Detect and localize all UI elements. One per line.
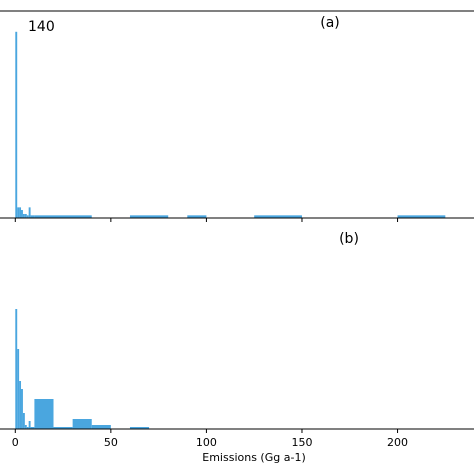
histogram-bar-a-7: [28, 207, 31, 218]
histogram-bar-b-9: [34, 399, 54, 429]
histogram-bar-b-11: [72, 419, 92, 429]
histogram-bar-b-12: [91, 425, 111, 429]
x-tick-label-b-3: 150: [291, 436, 312, 449]
histogram-bar-b-8: [30, 427, 35, 429]
histogram-bar-b-10: [53, 427, 73, 429]
x-ticks-b: 0 50 100 150 200: [12, 429, 408, 449]
histogram-bar-a-13: [397, 215, 446, 218]
histogram-bar-a-12: [254, 215, 302, 218]
x-tick-label-b-2: 100: [196, 436, 217, 449]
histogram-bar-b-4: [22, 413, 25, 429]
histogram-panel-b: 0 50 100 150 200 (b) Emissions (Gg a-1): [0, 231, 474, 464]
histogram-bar-a-8: [30, 215, 35, 218]
histogram-bar-a-9: [34, 215, 92, 218]
histogram-bar-b-3: [21, 389, 23, 429]
peak-annotation-a: 140: [28, 19, 55, 35]
histogram-bar-b-6: [26, 427, 29, 429]
histogram-bar-b-0: [15, 309, 18, 429]
x-tick-label-b-0: 0: [12, 436, 19, 449]
x-tick-label-b-1: 50: [104, 436, 118, 449]
panel-label-a: (a): [320, 15, 340, 31]
histogram-bar-a-10: [129, 215, 169, 218]
histogram-bar-b-13: [129, 427, 150, 429]
x-ticks-a: [14, 218, 399, 222]
histogram-bar-a-6: [26, 215, 29, 218]
panel-label-b: (b): [339, 231, 359, 247]
histogram-bar-b-7: [28, 421, 31, 429]
histogram-panel-a: (a) 140: [0, 10, 474, 222]
histogram-bar-a-5: [24, 214, 27, 218]
histogram-bar-a-0: [15, 31, 18, 218]
histogram-bar-a-4: [22, 214, 25, 218]
bars-group-b: [15, 309, 150, 429]
x-axis-label: Emissions (Gg a-1): [202, 451, 305, 464]
histogram-bar-b-5: [24, 425, 27, 429]
histogram-bar-b-1: [17, 349, 20, 429]
histogram-bar-a-1: [17, 207, 20, 218]
x-tick-label-b-4: 200: [387, 436, 408, 449]
histogram-bar-a-11: [187, 215, 207, 218]
histogram-bar-b-2: [19, 381, 22, 429]
histogram-bar-a-2: [19, 207, 22, 218]
histogram-bar-a-3: [21, 210, 23, 218]
bars-group-a: [15, 31, 446, 218]
